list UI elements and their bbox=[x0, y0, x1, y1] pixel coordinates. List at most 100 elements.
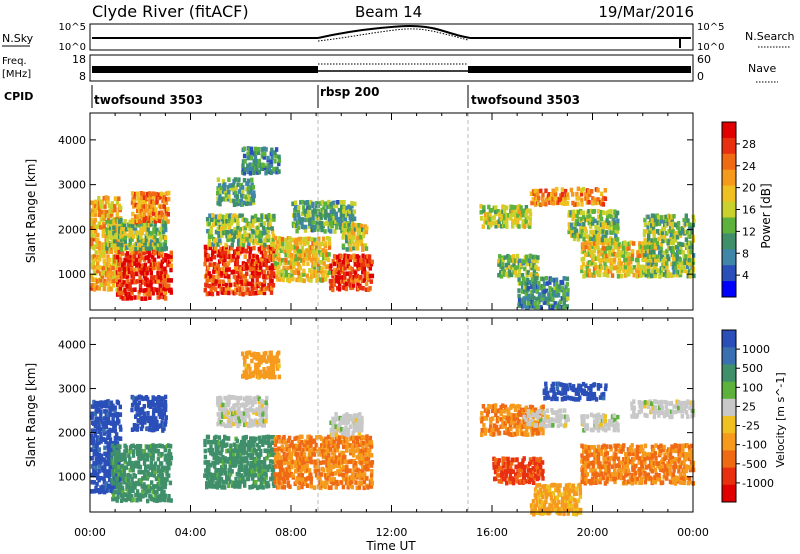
range-gate-cell bbox=[136, 460, 141, 466]
range-gate-cell bbox=[246, 192, 251, 198]
range-gate-cell bbox=[106, 415, 111, 421]
range-gate-cell bbox=[345, 460, 349, 465]
range-gate-cell bbox=[494, 209, 498, 215]
range-gate-cell bbox=[271, 435, 276, 440]
range-gate-cell bbox=[151, 452, 155, 458]
range-gate-cell bbox=[309, 479, 313, 485]
range-gate-cell bbox=[339, 480, 344, 485]
range-gate-cell bbox=[257, 158, 262, 164]
range-gate-cell bbox=[204, 283, 209, 288]
range-gate-cell bbox=[671, 265, 676, 270]
range-gate-cell bbox=[227, 177, 231, 182]
range-gate-cell bbox=[277, 464, 282, 469]
range-gate-cell bbox=[536, 255, 540, 260]
range-gate-cell bbox=[341, 235, 345, 240]
range-gate-cell bbox=[355, 246, 360, 251]
range-gate-cell bbox=[108, 269, 112, 274]
range-gate-cell bbox=[352, 235, 356, 240]
range-gate-cell bbox=[106, 441, 111, 446]
range-gate-cell bbox=[666, 221, 670, 226]
range-gate-cell bbox=[337, 455, 341, 461]
range-gate-cell bbox=[133, 226, 138, 231]
range-gate-cell bbox=[213, 262, 217, 267]
range-gate-cell bbox=[226, 410, 231, 415]
range-gate-cell bbox=[303, 480, 308, 486]
range-gate-cell bbox=[216, 396, 220, 401]
range-gate-cell bbox=[231, 257, 235, 263]
range-gate-cell bbox=[94, 199, 98, 205]
range-gate-cell bbox=[314, 269, 319, 274]
range-gate-cell bbox=[320, 220, 324, 226]
range-gate-cell bbox=[312, 227, 316, 232]
range-gate-cell bbox=[132, 194, 137, 200]
range-gate-cell bbox=[240, 170, 245, 175]
range-gate-cell bbox=[318, 447, 322, 452]
range-gate-cell bbox=[214, 452, 219, 458]
range-gate-cell bbox=[597, 232, 601, 237]
range-gate-cell bbox=[569, 222, 574, 228]
range-gate-cell bbox=[140, 453, 144, 459]
range-gate-cell bbox=[343, 265, 347, 271]
range-gate-cell bbox=[363, 243, 368, 248]
range-gate-cell bbox=[246, 232, 251, 238]
range-gate-cell bbox=[660, 272, 665, 278]
range-gate-cell bbox=[272, 265, 276, 271]
range-gate-cell bbox=[112, 230, 116, 236]
range-gate-cell bbox=[264, 434, 269, 440]
range-gate-cell bbox=[597, 209, 601, 214]
range-gate-cell bbox=[240, 467, 244, 472]
range-gate-cell bbox=[505, 265, 509, 270]
range-gate-cell bbox=[302, 477, 306, 482]
range-gate-cell bbox=[300, 245, 304, 250]
range-gate-cell bbox=[142, 396, 146, 401]
range-gate-cell bbox=[671, 221, 675, 227]
power-colorbar-label: Power [dB] bbox=[759, 183, 773, 248]
colorbar-swatch bbox=[722, 265, 736, 282]
range-gate-cell bbox=[295, 443, 299, 449]
range-gate-cell bbox=[357, 278, 361, 283]
freq-tick-bottom: 8 bbox=[79, 70, 86, 83]
range-gate-cell bbox=[111, 420, 116, 425]
range-gate-cell bbox=[324, 276, 328, 282]
range-gate-cell bbox=[139, 420, 143, 425]
range-gate-cell bbox=[273, 235, 278, 241]
range-gate-cell bbox=[124, 266, 128, 271]
range-gate-cell bbox=[153, 262, 157, 268]
range-gate-cell bbox=[498, 254, 502, 259]
range-gate-cell bbox=[301, 253, 305, 258]
range-gate-cell bbox=[642, 229, 647, 234]
range-gate-cell bbox=[681, 265, 685, 270]
range-gate-cell bbox=[244, 363, 248, 369]
range-gate-cell bbox=[664, 238, 668, 243]
colorbar-swatch bbox=[722, 169, 736, 187]
range-gate-cell bbox=[616, 274, 621, 279]
range-gate-cell bbox=[230, 455, 234, 461]
colorbar-swatch bbox=[722, 137, 736, 155]
range-gate-cell bbox=[169, 290, 173, 295]
range-gate-cell bbox=[279, 261, 283, 266]
range-gate-cell bbox=[248, 201, 253, 206]
range-gate-cell bbox=[115, 238, 119, 243]
range-gate-cell bbox=[259, 438, 263, 444]
range-gate-cell bbox=[107, 229, 112, 235]
range-gate-cell bbox=[144, 249, 148, 255]
range-gate-cell bbox=[150, 207, 154, 212]
range-gate-cell bbox=[300, 272, 304, 277]
range-gate-cell bbox=[113, 424, 117, 429]
range-gate-cell bbox=[666, 269, 670, 275]
range-gate-cell bbox=[162, 204, 166, 209]
range-gate-cell bbox=[147, 249, 151, 254]
range-gate-cell bbox=[221, 279, 225, 285]
range-gate-cell bbox=[335, 447, 340, 453]
range-gate-cell bbox=[304, 477, 308, 482]
range-gate-cell bbox=[101, 221, 106, 227]
range-gate-cell bbox=[250, 283, 255, 288]
range-gate-cell bbox=[241, 163, 245, 169]
range-gate-cell bbox=[604, 272, 608, 277]
range-gate-cell bbox=[314, 257, 318, 263]
range-gate-cell bbox=[100, 209, 105, 215]
range-gate-cell bbox=[208, 291, 213, 296]
range-gate-cell bbox=[369, 279, 373, 284]
range-gate-cell bbox=[139, 191, 143, 196]
